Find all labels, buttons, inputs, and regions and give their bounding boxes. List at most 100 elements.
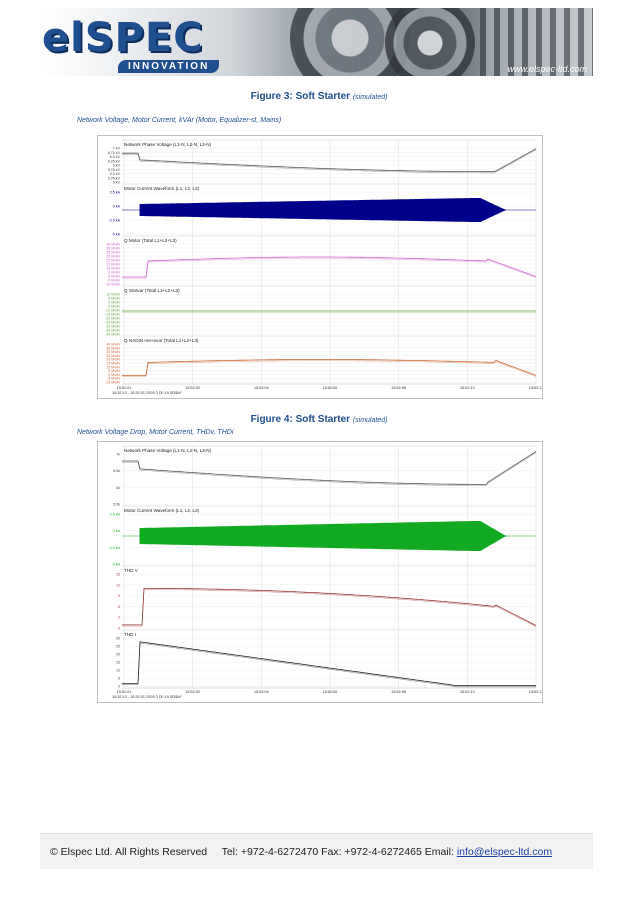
y-tick-label: -5 MVAr xyxy=(107,305,121,309)
footer-email-link[interactable]: info@elspec-ltd.com xyxy=(456,846,553,858)
x-tick-label: 15:52:04 xyxy=(254,386,269,390)
y-tick-label: 2.5 kA xyxy=(110,191,121,195)
gear-graphic xyxy=(385,8,475,76)
y-tick-label: 5.75 kV xyxy=(108,168,121,172)
y-tick-label: 15 MVAr xyxy=(106,263,121,267)
machinery-graphic xyxy=(480,8,593,76)
y-tick-label: 30 MVAr xyxy=(106,350,121,354)
logo-tagline: INNOVATION xyxy=(118,60,220,73)
panel-label: Q Motor (Total L1+L2+L3) xyxy=(124,238,177,243)
y-tick-label: 25 MVAr xyxy=(106,255,121,259)
y-tick-label: 0 MVAr xyxy=(108,373,121,377)
series-trace xyxy=(122,360,537,377)
x-tick-label: 15:52:11 xyxy=(529,386,542,390)
y-tick-label: 2.5 kA xyxy=(110,513,121,517)
y-tick-label: 0 xyxy=(118,627,120,631)
series-trace xyxy=(122,452,537,486)
y-tick-label: 0 kA xyxy=(113,529,121,533)
x-tick-label: 15:52:01 xyxy=(117,386,132,390)
series-trace xyxy=(122,588,537,626)
y-tick-label: 10 MVAr xyxy=(106,293,121,297)
y-tick-label: 15 MVAr xyxy=(106,362,121,366)
panel-label: Motor Current Waveform (L1, L2, L3) xyxy=(124,186,200,191)
series-trace xyxy=(122,589,537,627)
series-trace xyxy=(122,359,537,376)
time-range-label: 15:32:13 - 15:32:01 2009 אוגוסט 19 יום ה… xyxy=(112,695,182,699)
y-tick-label: -40 MVAr xyxy=(105,333,121,337)
y-tick-label: -5 MVAr xyxy=(107,279,121,283)
y-tick-label: -10 MVAr xyxy=(105,381,121,385)
y-tick-label: 35 MVAr xyxy=(106,247,121,251)
figure3-title: Figure 3: Soft Starter xyxy=(250,91,351,102)
y-tick-label: 0 MVAr xyxy=(108,275,121,279)
y-tick-label: 5 MVAr xyxy=(108,369,121,373)
y-tick-label: 0 MVAr xyxy=(108,301,121,305)
y-tick-label: 5.5k xyxy=(113,503,120,507)
series-trace xyxy=(122,641,536,687)
figure4-title: Figure 4: Soft Starter xyxy=(250,414,351,425)
x-tick-label: 15:52:06 xyxy=(323,690,338,694)
y-tick-label: 30 MVAr xyxy=(106,251,121,255)
panel-label: Motor Current Waveform (L1, L2, L3) xyxy=(124,508,200,513)
y-tick-label: 40 MVAr xyxy=(106,243,121,247)
elspec-logo: elSPEC xyxy=(42,15,204,61)
y-tick-label: 20 MVAr xyxy=(106,259,121,263)
series-trace xyxy=(122,256,537,278)
y-tick-label: 10 MVAr xyxy=(106,267,121,271)
panel-label: Network Phase Voltage (L1-N, L2-N, L3-N) xyxy=(124,142,212,147)
y-tick-label: 15 xyxy=(116,573,120,577)
y-tick-label: -10 MVAr xyxy=(105,283,121,287)
series-trace xyxy=(122,148,537,173)
y-tick-label: 20 MVAr xyxy=(106,358,121,362)
y-tick-label: 40 MVAr xyxy=(106,343,121,347)
figure4-subtitle: Network Voltage Drop, Motor Current, THD… xyxy=(77,429,234,436)
y-tick-label: 0 xyxy=(118,685,120,689)
x-tick-label: 15:52:11 xyxy=(529,690,542,694)
y-tick-label: -10 MVAr xyxy=(105,309,121,313)
y-tick-label: -35 MVAr xyxy=(105,329,121,333)
y-tick-label: -20 MVAr xyxy=(105,317,121,321)
panel-label: Q Starvar (Total L1+L2+L3) xyxy=(124,288,180,293)
figure4-chart: 7k 6.5k 6k 5.5k Network Phase Voltage (L1-N,… xyxy=(97,441,543,703)
x-tick-label: 15:52:04 xyxy=(254,690,269,694)
y-tick-label: 25 xyxy=(116,645,120,649)
y-tick-label: 35 MVAr xyxy=(106,346,121,350)
y-tick-label: 5 MVAr xyxy=(108,271,121,275)
figure3-svg: 7 kV6.75 kV6.5 kV6.25 kV6 kV5.75 kV5.5 k… xyxy=(105,139,542,395)
header-banner: elSPEC INNOVATION www.elspec-ltd.com xyxy=(40,8,593,76)
panel-label: THD I xyxy=(124,632,136,637)
x-tick-label: 15:52:02 xyxy=(185,386,200,390)
y-tick-label: 20 xyxy=(116,653,120,657)
panel-label: Q NADIN net+evar (Total L1+L2+L3) xyxy=(124,338,199,343)
y-tick-label: -15 MVAr xyxy=(105,313,121,317)
y-tick-label: 10 xyxy=(116,669,120,673)
figure4-note: (simulated) xyxy=(352,417,388,424)
page-footer: © Elspec Ltd. All Rights Reserved Tel: +… xyxy=(40,833,593,869)
series-trace xyxy=(122,257,537,279)
figure3-chart: 7 kV 6.75 kV 6.5 kV 6.25 kV 6 kV 5.75 kV 5.5 k… xyxy=(97,135,543,399)
y-tick-label: 7k xyxy=(116,453,120,457)
series-trace xyxy=(122,451,537,485)
y-tick-label: -5 MVAr xyxy=(107,377,121,381)
series-trace xyxy=(122,642,536,688)
y-tick-label: 10 MVAr xyxy=(106,365,121,369)
y-tick-label: -2.5 kA xyxy=(109,546,121,550)
y-tick-label: -5 kA xyxy=(112,563,121,567)
y-tick-label: 6 xyxy=(118,605,120,609)
y-tick-label: 6 kV xyxy=(113,164,121,168)
panel-label: THD V xyxy=(124,568,139,573)
y-tick-label: 5.25 kV xyxy=(108,176,121,180)
y-tick-label: 9 xyxy=(118,594,120,598)
y-tick-label: 5 MVAr xyxy=(108,297,121,301)
footer-contact: Tel: +972-4-6272470 Fax: +972-4-6272465 … xyxy=(221,846,454,858)
x-tick-label: 15:52:08 xyxy=(391,386,406,390)
y-tick-label: 6.5k xyxy=(113,469,120,473)
x-tick-label: 15:52:06 xyxy=(323,386,338,390)
y-tick-label: 5 kV xyxy=(113,181,121,185)
y-tick-label: 6.75 kV xyxy=(108,151,121,155)
y-tick-label: -2.5 kA xyxy=(109,219,121,223)
y-tick-label: 5.5 kV xyxy=(110,172,121,176)
x-tick-label: 15:52:01 xyxy=(117,690,132,694)
waveform-trace xyxy=(122,198,536,222)
x-tick-label: 15:52:08 xyxy=(391,690,406,694)
